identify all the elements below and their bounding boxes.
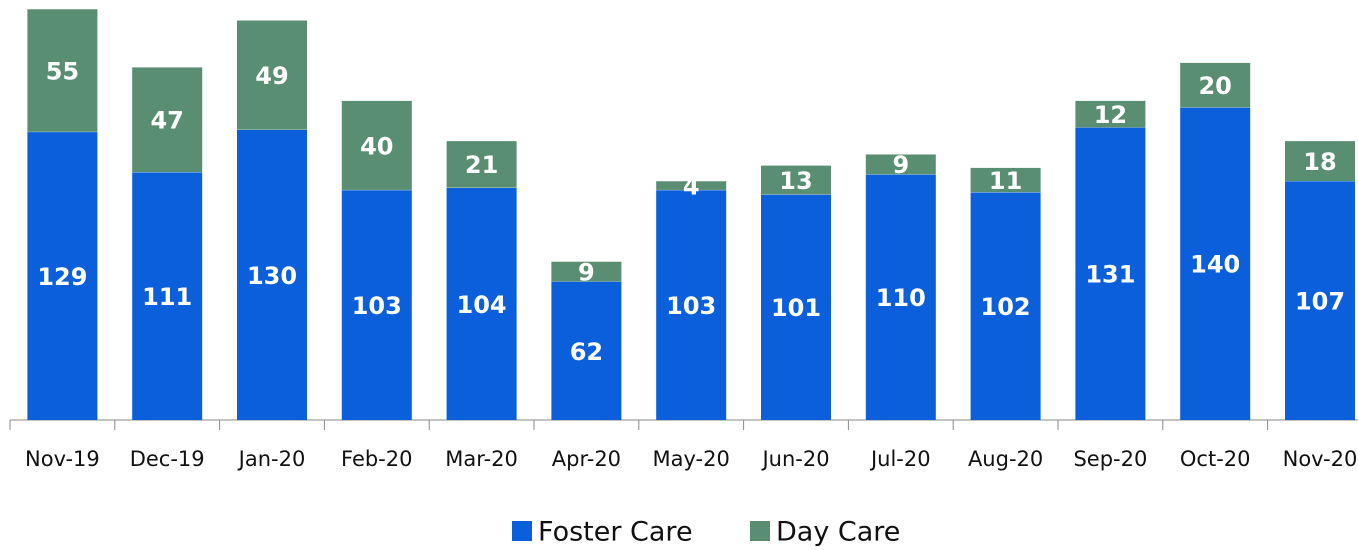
bar-segment bbox=[341, 189, 412, 420]
legend-swatch bbox=[512, 521, 532, 541]
bar-segment bbox=[970, 192, 1041, 420]
x-tick-label: May-20 bbox=[653, 447, 730, 471]
data-label: 101 bbox=[771, 294, 821, 322]
x-tick-label: Oct-20 bbox=[1180, 447, 1251, 471]
bar-segment bbox=[551, 261, 622, 282]
data-label: 55 bbox=[46, 57, 79, 85]
bar-segment bbox=[1285, 180, 1355, 420]
data-label: 4 bbox=[683, 172, 700, 200]
x-tick-label: Jan-20 bbox=[237, 447, 306, 471]
data-label: 130 bbox=[247, 262, 297, 290]
data-label: 103 bbox=[666, 292, 716, 320]
bar-segment bbox=[446, 187, 517, 420]
data-label: 13 bbox=[779, 167, 812, 195]
x-tick-label: Mar-20 bbox=[445, 447, 518, 471]
data-label: 104 bbox=[457, 291, 507, 319]
bar-segment bbox=[446, 140, 517, 188]
data-label: 102 bbox=[981, 293, 1031, 321]
data-label: 40 bbox=[360, 132, 393, 160]
x-tick-label: Nov-19 bbox=[25, 447, 100, 471]
data-label: 131 bbox=[1085, 261, 1135, 289]
bar-segment bbox=[1075, 100, 1146, 128]
data-label: 129 bbox=[37, 263, 87, 291]
data-label: 18 bbox=[1303, 148, 1336, 176]
bar-segment bbox=[865, 174, 936, 420]
bar-segment bbox=[970, 167, 1041, 193]
bar-segment bbox=[1180, 107, 1251, 421]
data-label: 140 bbox=[1190, 251, 1240, 279]
x-tick-label: Sep-20 bbox=[1073, 447, 1147, 471]
bar-segment bbox=[865, 154, 936, 175]
data-label: 47 bbox=[150, 107, 183, 135]
data-label: 12 bbox=[1094, 101, 1127, 129]
bar-segment bbox=[132, 67, 203, 173]
legend-swatch bbox=[750, 521, 770, 541]
data-label: 110 bbox=[876, 284, 926, 312]
bar-segment bbox=[656, 189, 727, 420]
x-tick-label: Nov-20 bbox=[1283, 447, 1358, 471]
data-label: 9 bbox=[578, 258, 595, 286]
bar-segment bbox=[1180, 62, 1251, 108]
data-label: 11 bbox=[989, 167, 1022, 195]
bar-segment bbox=[341, 100, 412, 190]
data-label: 9 bbox=[892, 151, 909, 179]
data-label: 49 bbox=[255, 62, 288, 90]
data-label: 103 bbox=[352, 292, 402, 320]
bar-segment bbox=[761, 194, 831, 420]
x-tick-label: Aug-20 bbox=[968, 447, 1043, 471]
bar-segment bbox=[656, 180, 727, 190]
bar-segment bbox=[237, 129, 307, 420]
bar-segment bbox=[551, 281, 622, 420]
bar-segment bbox=[132, 172, 203, 420]
bar-segment bbox=[237, 20, 307, 130]
x-tick-label: Jun-20 bbox=[760, 447, 829, 471]
data-label: 21 bbox=[465, 151, 498, 179]
legend-label: Foster Care bbox=[538, 517, 693, 548]
legend-label: Day Care bbox=[776, 517, 900, 548]
bar-segment bbox=[27, 131, 98, 420]
x-tick-label: Apr-20 bbox=[552, 447, 621, 471]
data-label: 107 bbox=[1295, 287, 1345, 315]
bar-segment bbox=[1075, 127, 1146, 421]
data-label: 111 bbox=[142, 283, 192, 311]
data-label: 62 bbox=[570, 338, 603, 366]
bar-segment bbox=[761, 165, 831, 195]
x-tick-label: Jul-20 bbox=[869, 447, 931, 471]
bar-segment bbox=[1285, 140, 1355, 181]
bar-segment bbox=[27, 9, 98, 132]
data-label: 20 bbox=[1198, 72, 1231, 100]
x-tick-label: Feb-20 bbox=[341, 447, 412, 471]
x-tick-label: Dec-19 bbox=[130, 447, 205, 471]
